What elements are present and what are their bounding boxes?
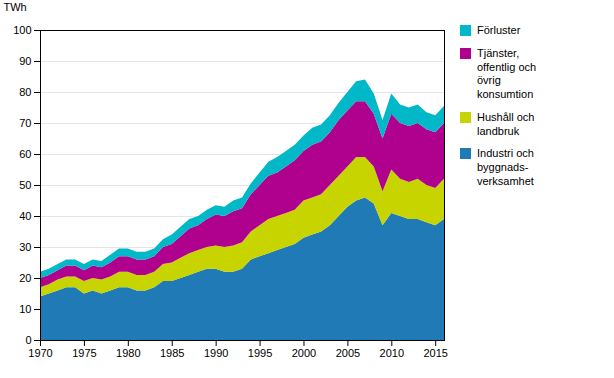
svg-text:10: 10 xyxy=(19,303,31,315)
svg-text:60: 60 xyxy=(19,148,31,160)
svg-text:1990: 1990 xyxy=(204,347,228,359)
svg-text:0: 0 xyxy=(25,334,31,346)
html-text:Tjänster, offentlig och övrig: Tjänster, offentlig och övrig konsumtion xyxy=(477,46,537,100)
svg-text:1970: 1970 xyxy=(28,347,52,359)
svg-text:TWh: TWh xyxy=(4,1,27,13)
svg-text:30: 30 xyxy=(19,241,31,253)
svg-text:2005: 2005 xyxy=(336,347,360,359)
svg-text:1975: 1975 xyxy=(72,347,96,359)
svg-text:1995: 1995 xyxy=(248,347,272,359)
svg-text:90: 90 xyxy=(19,55,31,67)
svg-text:40: 40 xyxy=(19,210,31,222)
svg-text:20: 20 xyxy=(19,272,31,284)
svg-text:2015: 2015 xyxy=(423,347,447,359)
svg-text:1980: 1980 xyxy=(116,347,140,359)
svg-text:50: 50 xyxy=(19,179,31,191)
svg-text:2010: 2010 xyxy=(380,347,404,359)
svg-text:80: 80 xyxy=(19,86,31,98)
svg-text:70: 70 xyxy=(19,117,31,129)
svg-text:2000: 2000 xyxy=(292,347,316,359)
svg-text:100: 100 xyxy=(13,24,31,36)
svg-text:1985: 1985 xyxy=(160,347,184,359)
html-text:Förluster: Förluster xyxy=(477,24,521,36)
html-text:Hushåll och landbruk: Hushåll och landbruk xyxy=(477,110,535,137)
html-text:Industri och byggnads- verksam: Industri och byggnads- verksamhet xyxy=(477,147,534,187)
